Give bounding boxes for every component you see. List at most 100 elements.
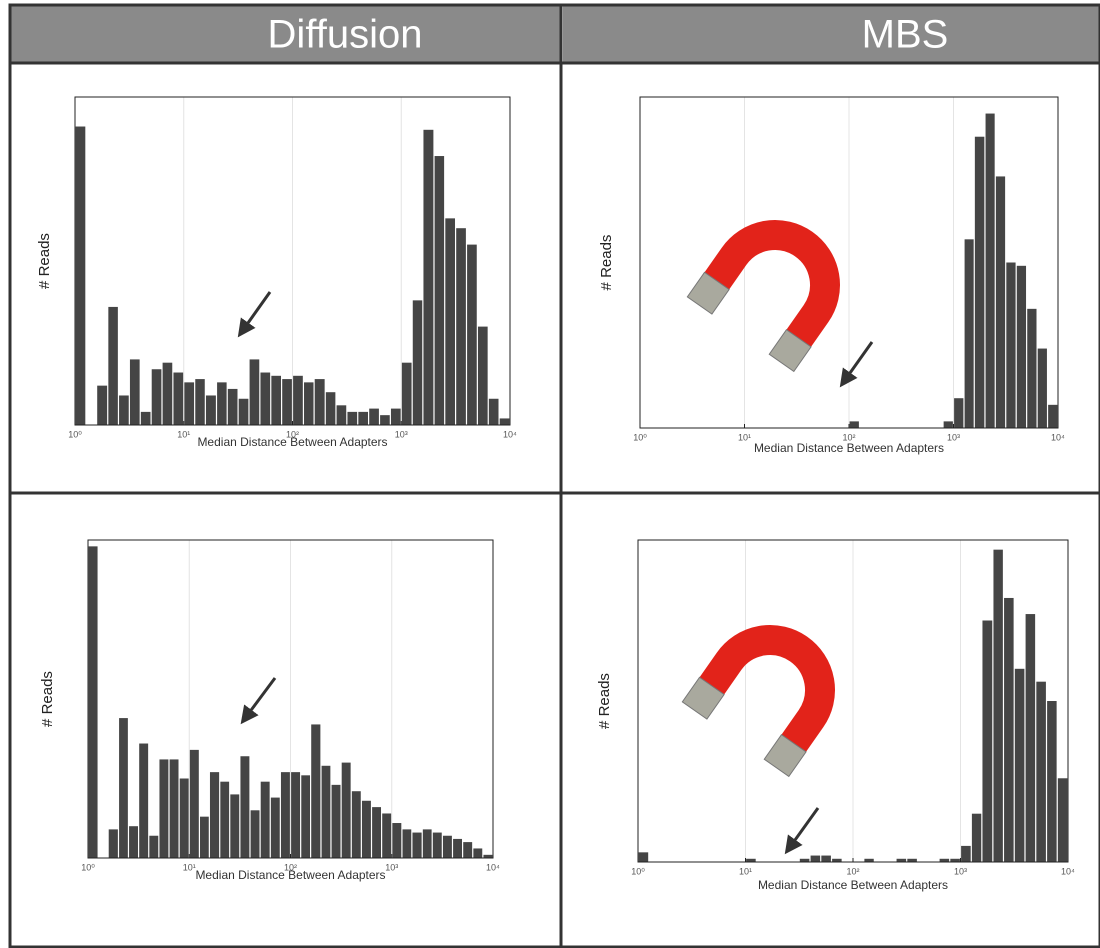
bar bbox=[382, 813, 392, 858]
bar bbox=[974, 136, 985, 428]
column-header: MBS bbox=[862, 13, 949, 57]
x-tick-label: 10⁰ bbox=[631, 866, 645, 876]
bar bbox=[453, 838, 463, 858]
bar bbox=[351, 791, 361, 858]
x-axis-label: Median Distance Between Adapters bbox=[195, 868, 385, 882]
bar bbox=[832, 858, 842, 862]
bar bbox=[220, 781, 230, 858]
x-tick-label: 10³ bbox=[395, 429, 408, 439]
x-tick-label: 10³ bbox=[954, 866, 967, 876]
bar bbox=[488, 398, 499, 425]
magnet-icon bbox=[681, 625, 835, 778]
x-tick-label: 10¹ bbox=[183, 862, 196, 872]
bar bbox=[209, 772, 220, 858]
bar bbox=[97, 385, 108, 425]
x-tick-label: 10⁴ bbox=[486, 862, 500, 872]
bar bbox=[270, 797, 280, 858]
bar bbox=[184, 382, 195, 425]
x-axis-label: Median Distance Between Adapters bbox=[754, 441, 944, 455]
bar bbox=[950, 858, 960, 862]
bar bbox=[129, 359, 140, 425]
bar bbox=[139, 743, 149, 858]
bar bbox=[293, 375, 303, 425]
bar bbox=[341, 762, 351, 858]
y-axis-label: # Reads bbox=[39, 671, 56, 727]
bar bbox=[1057, 778, 1068, 862]
x-tick-label: 10² bbox=[284, 862, 297, 872]
bar bbox=[372, 807, 382, 858]
bar bbox=[1048, 404, 1058, 428]
bar bbox=[1006, 262, 1016, 428]
header-cell bbox=[563, 5, 1100, 62]
magnet-icon bbox=[686, 220, 840, 373]
bar bbox=[369, 408, 379, 425]
bar bbox=[321, 765, 331, 858]
bar bbox=[260, 372, 271, 425]
bar bbox=[995, 176, 1006, 428]
plot-frame bbox=[637, 539, 1069, 863]
bar bbox=[392, 823, 402, 858]
bar bbox=[1025, 614, 1036, 862]
bar bbox=[896, 858, 907, 862]
x-tick-label: 10² bbox=[842, 432, 855, 442]
bar bbox=[982, 620, 993, 862]
x-tick-label: 10⁰ bbox=[633, 432, 647, 442]
bar bbox=[162, 362, 173, 425]
bar bbox=[473, 848, 483, 858]
bar bbox=[336, 405, 347, 425]
x-tick-label: 10¹ bbox=[738, 432, 751, 442]
bar bbox=[422, 829, 432, 858]
plot-frame bbox=[87, 539, 494, 859]
column-header: Diffusion bbox=[268, 13, 423, 57]
bar bbox=[821, 855, 831, 862]
bar bbox=[280, 772, 290, 858]
bar bbox=[993, 549, 1003, 862]
bar bbox=[189, 749, 199, 858]
bar bbox=[1037, 348, 1047, 428]
bar bbox=[304, 382, 314, 425]
bar bbox=[799, 858, 810, 862]
bar bbox=[311, 724, 321, 858]
bar bbox=[151, 369, 162, 425]
bar bbox=[1016, 265, 1027, 428]
bar bbox=[442, 835, 452, 858]
bar bbox=[75, 126, 86, 426]
bar bbox=[249, 359, 260, 425]
bar bbox=[282, 379, 292, 425]
bar bbox=[961, 845, 971, 862]
bar bbox=[271, 375, 282, 425]
plot-frame bbox=[639, 96, 1059, 429]
bar bbox=[240, 756, 250, 858]
bar bbox=[140, 411, 151, 425]
bar bbox=[250, 810, 260, 858]
x-tick-label: 10³ bbox=[385, 862, 398, 872]
bar bbox=[1027, 308, 1037, 428]
bar bbox=[964, 239, 974, 428]
bar bbox=[1047, 701, 1057, 862]
bar bbox=[985, 113, 995, 429]
bar bbox=[347, 411, 358, 425]
x-tick-label: 10⁴ bbox=[1061, 866, 1075, 876]
bar bbox=[390, 408, 401, 425]
x-tick-label: 10⁰ bbox=[81, 862, 95, 872]
plots: 10⁰ 10¹ 10² 10³ 10⁴ Median Distance Between A… bbox=[36, 96, 1075, 892]
bar bbox=[864, 858, 874, 862]
header-cell bbox=[10, 5, 560, 62]
y-axis-label: # Reads bbox=[598, 235, 615, 291]
x-tick-label: 10¹ bbox=[177, 429, 190, 439]
bar bbox=[291, 772, 301, 858]
bar bbox=[434, 156, 445, 426]
bar bbox=[380, 415, 390, 425]
x-tick-label: 10² bbox=[846, 866, 859, 876]
bar bbox=[169, 759, 179, 858]
bar bbox=[361, 800, 371, 858]
bar bbox=[230, 794, 240, 858]
bar bbox=[108, 829, 118, 858]
bar bbox=[810, 855, 821, 862]
bar bbox=[402, 829, 412, 858]
bar bbox=[129, 826, 138, 858]
bar bbox=[463, 842, 473, 858]
bar bbox=[1036, 681, 1046, 862]
x-tick-label: 10⁰ bbox=[68, 429, 82, 439]
